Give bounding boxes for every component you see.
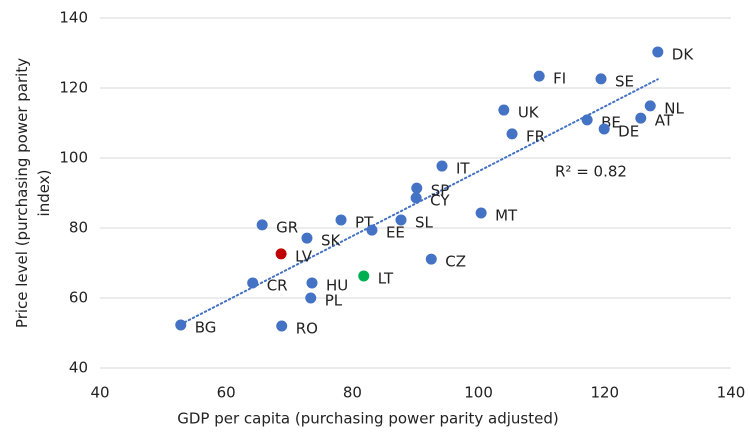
point-label: IT xyxy=(456,160,470,178)
point xyxy=(410,192,422,204)
point-label: CR xyxy=(267,276,288,294)
point xyxy=(275,248,287,260)
x-tick-label: 60 xyxy=(217,384,236,402)
point-label: CY xyxy=(430,191,450,209)
point-label: SE xyxy=(615,72,634,90)
point xyxy=(175,319,187,331)
point xyxy=(581,114,593,126)
point xyxy=(652,46,664,58)
y-axis-title-line: index) xyxy=(35,170,53,217)
y-tick-label: 40 xyxy=(69,359,88,377)
point-label: MT xyxy=(495,206,518,224)
y-tick-label: 120 xyxy=(59,79,88,97)
point xyxy=(395,214,407,226)
y-tick-label: 140 xyxy=(59,9,88,27)
point-label: DE xyxy=(618,122,639,140)
point-label: CZ xyxy=(445,253,466,271)
x-tick-label: 120 xyxy=(590,384,619,402)
point xyxy=(306,277,318,289)
point-label: RO xyxy=(296,320,318,338)
point xyxy=(595,73,607,85)
point xyxy=(425,253,437,265)
point xyxy=(598,123,610,135)
point-label: UK xyxy=(518,104,540,122)
point xyxy=(475,207,487,219)
point xyxy=(247,277,259,289)
point-label: LV xyxy=(295,247,313,265)
point xyxy=(533,70,545,82)
point xyxy=(411,182,423,194)
x-tick-label: 100 xyxy=(464,384,493,402)
x-axis-title: GDP per capita (purchasing power parity … xyxy=(177,410,558,428)
annotation: R² = 0.82 xyxy=(555,163,627,181)
point xyxy=(335,214,347,226)
y-axis-title: Price level (purchasing power parity inde… xyxy=(13,58,53,328)
point xyxy=(256,219,268,231)
point-label: NL xyxy=(664,99,684,117)
point-label: BG xyxy=(195,318,217,336)
point xyxy=(305,292,317,304)
point xyxy=(276,320,288,332)
y-tick-label: 80 xyxy=(69,219,88,237)
point-label: SP xyxy=(431,182,450,200)
point-label: SK xyxy=(321,232,342,250)
x-tick-label: 40 xyxy=(90,384,109,402)
x-tick-label: 140 xyxy=(717,384,746,402)
x-tick-label: 80 xyxy=(343,384,362,402)
y-tick-label: 60 xyxy=(69,289,88,307)
point xyxy=(506,128,518,140)
point-label: DK xyxy=(672,45,695,63)
point-label: SL xyxy=(415,213,434,231)
y-tick-label: 100 xyxy=(59,149,88,167)
point-label: PL xyxy=(325,292,343,310)
y-axis-title-line: Price level (purchasing power parity xyxy=(13,58,31,328)
point xyxy=(635,112,647,124)
point-label: FI xyxy=(553,70,566,88)
point xyxy=(366,224,378,236)
point xyxy=(358,270,370,282)
point xyxy=(644,100,656,112)
point-label: FR xyxy=(526,127,545,145)
point-label: EE xyxy=(386,224,405,242)
point xyxy=(301,232,313,244)
point-label: LT xyxy=(378,269,394,287)
point-label: HU xyxy=(326,276,348,294)
point-label: AT xyxy=(655,112,674,130)
point-label: GR xyxy=(276,218,298,236)
point xyxy=(498,104,510,116)
point xyxy=(436,160,448,172)
trendline xyxy=(179,78,659,326)
